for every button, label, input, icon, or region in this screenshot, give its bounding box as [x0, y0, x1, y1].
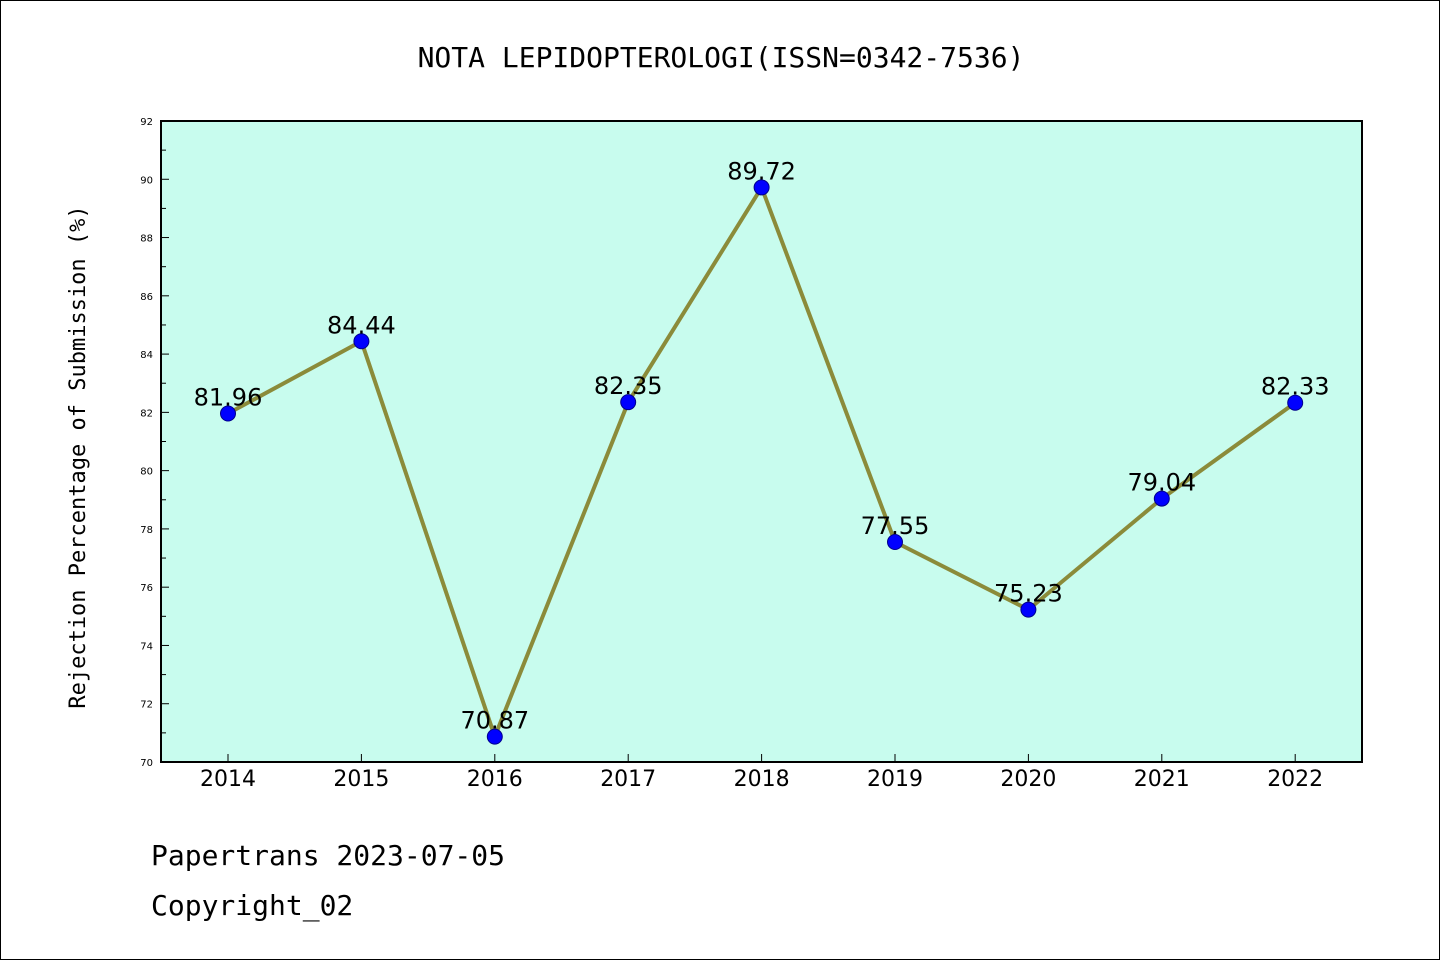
x-tick-label: 2015 [333, 767, 389, 792]
x-tick-label: 2018 [734, 767, 790, 792]
data-point [1020, 601, 1037, 618]
data-label: 84.44 [327, 311, 396, 339]
data-point [887, 534, 903, 551]
y-tick-label: 82 [140, 408, 153, 419]
data-label: 89.72 [727, 157, 796, 185]
data-point [1287, 394, 1304, 411]
data-labels: 81.96 84.44 70.87 82.35 89.72 77.55 75.23 79.04… [194, 157, 1330, 734]
data-label: 77.55 [861, 512, 930, 540]
data-point [1153, 490, 1170, 507]
y-axis-label: Rejection Percentage of Submission (%) [66, 205, 91, 708]
x-tick-label: 2016 [467, 767, 523, 792]
x-axis: 2014 2015 2016 2017 2018 2019 2020 2021 2022 [200, 754, 1323, 792]
footer-copyright: Copyright_02 [151, 889, 353, 923]
x-tick-label: 2021 [1134, 767, 1190, 792]
plot-area [160, 120, 1363, 763]
y-tick-label: 84 [140, 350, 153, 361]
y-tick-label: 90 [140, 175, 153, 186]
x-tick-label: 2014 [200, 767, 256, 792]
x-tick-label: 2020 [1000, 767, 1056, 792]
y-axis: 70 72 74 76 78 80 82 84 86 88 90 92 [140, 117, 169, 769]
x-tick-label: 2022 [1267, 767, 1323, 792]
y-tick-label: 76 [140, 583, 153, 594]
y-tick-label: 88 [140, 234, 153, 245]
y-tick-label: 92 [140, 117, 153, 128]
data-point [220, 405, 236, 422]
data-label: 70.87 [460, 707, 529, 735]
y-tick-label: 72 [140, 700, 153, 711]
data-point [753, 179, 770, 196]
y-tick-label: 86 [140, 292, 153, 303]
y-tick-label: 74 [140, 641, 153, 652]
y-tick-label: 70 [140, 758, 153, 769]
y-tick-label: 80 [140, 467, 153, 478]
data-label: 75.23 [994, 580, 1063, 608]
data-label: 79.04 [1127, 469, 1196, 497]
x-tick-label: 2017 [600, 767, 656, 792]
y-tick-label: 78 [140, 525, 153, 536]
data-points [220, 179, 1304, 745]
data-point [486, 728, 503, 745]
x-tick-label: 2019 [867, 767, 923, 792]
data-label: 82.33 [1261, 373, 1330, 401]
footer-date: Papertrans 2023-07-05 [151, 839, 505, 872]
data-label: 81.96 [194, 384, 263, 412]
data-label: 82.35 [594, 372, 663, 400]
data-point [353, 333, 370, 350]
chart-title: NOTA LEPIDOPTEROLOGI(ISSN=0342-7536) [418, 41, 1025, 74]
data-point [620, 394, 637, 411]
